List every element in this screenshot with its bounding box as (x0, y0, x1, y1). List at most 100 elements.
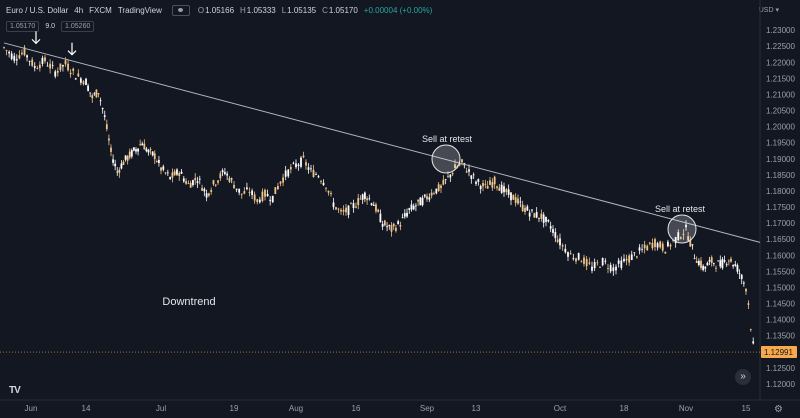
candle-body (646, 245, 649, 251)
candle-body (736, 265, 739, 272)
candle-body (363, 192, 366, 199)
candle-body (258, 199, 261, 203)
candle-body (661, 243, 664, 251)
candle-body (630, 254, 633, 261)
candle-body (108, 138, 110, 141)
sell-price-button[interactable]: 1.05170 (6, 21, 40, 32)
buy-price-button[interactable]: 1.05260 (61, 21, 95, 32)
candle-body (246, 187, 248, 190)
candle-body (194, 178, 197, 181)
candle-body (317, 176, 320, 178)
double-chevron-right-icon[interactable]: » (735, 369, 751, 385)
candle-body (612, 267, 615, 272)
y-tick-label: 1.23000 (766, 26, 795, 35)
candle-body (5, 50, 8, 51)
candle-body (226, 173, 229, 176)
chart-header: Euro / U.S. Dollar 4h FXCM TradingView O… (6, 5, 438, 16)
candle-body (228, 178, 231, 182)
candle-body (256, 199, 259, 203)
candle-body (437, 184, 440, 191)
candle-body (381, 223, 384, 227)
candle-body (284, 170, 287, 177)
candle-body (715, 267, 717, 269)
candle-body (702, 265, 705, 270)
candle-body (74, 78, 77, 80)
x-tick-label: Jul (156, 404, 166, 413)
candle-body (248, 192, 251, 193)
last-price-label: 1.12991 (764, 348, 793, 357)
candle-body (340, 209, 342, 212)
candle-body (302, 155, 305, 158)
candle-body (472, 174, 475, 176)
candle-body (575, 258, 577, 262)
candle-body (335, 207, 337, 210)
candle-body (67, 63, 69, 71)
close-value: 1.05170 (328, 6, 358, 15)
candle-body (38, 64, 41, 69)
y-tick-label: 1.19000 (766, 155, 795, 164)
candle-body (721, 259, 724, 269)
candle-body (470, 175, 473, 180)
candle-body (628, 255, 631, 263)
x-tick-label: 18 (620, 404, 629, 413)
candle-body (203, 188, 206, 192)
order-row: 1.05170 9.0 1.05260 (6, 21, 95, 32)
candle-body (279, 181, 282, 184)
candle-body (223, 171, 226, 175)
candle-body (139, 144, 142, 146)
candle-body (158, 160, 160, 163)
candle-body (69, 72, 72, 75)
currency-dropdown[interactable]: USD (759, 6, 779, 14)
candle-body (458, 163, 461, 166)
candle-body (545, 216, 547, 222)
candle-body (667, 241, 669, 247)
candle-body (401, 217, 404, 219)
candle-body (440, 185, 442, 188)
candle-body (160, 167, 162, 171)
candle-body (588, 262, 591, 264)
candle-body (503, 186, 505, 193)
candle-body (372, 204, 375, 206)
candle-body (238, 188, 241, 193)
candle-body (687, 236, 690, 241)
candle-body (727, 260, 730, 262)
candle-body (176, 169, 178, 175)
candle-body (118, 169, 121, 173)
candle-body (187, 182, 190, 184)
interval-label[interactable]: 4h (74, 6, 84, 15)
y-tick-label: 1.12000 (766, 380, 795, 389)
candle-body (585, 259, 588, 267)
candle-body (120, 163, 123, 169)
candle-body (625, 258, 628, 261)
candle-body (315, 174, 317, 175)
downtrend-line[interactable] (3, 42, 761, 243)
candle-body (217, 180, 219, 183)
candle-body (243, 191, 246, 194)
candle-body (712, 263, 715, 265)
retest-circle (667, 214, 697, 244)
candle-body (305, 162, 307, 166)
change-value: +0.00004 (+0.00%) (363, 6, 433, 15)
symbol-name[interactable]: Euro / U.S. Dollar (6, 6, 69, 15)
candle-body (717, 260, 720, 262)
y-tick-label: 1.21000 (766, 90, 795, 99)
candle-body (685, 224, 687, 228)
eye-icon[interactable] (171, 5, 190, 16)
candle-body (337, 208, 340, 210)
candle-body (116, 171, 119, 173)
candle-body (454, 164, 456, 169)
candle-body (31, 59, 34, 66)
candle-body (289, 166, 292, 170)
candle-body (221, 170, 224, 173)
candle-body (433, 193, 435, 195)
candle-body (147, 150, 150, 153)
gear-icon[interactable]: ⚙ (774, 404, 783, 415)
candle-body (46, 65, 49, 67)
candle-body (496, 186, 498, 188)
candle-body (656, 243, 659, 248)
candle-body (388, 225, 391, 227)
y-tick-label: 1.14500 (766, 300, 795, 309)
candle-body (740, 274, 743, 280)
candle-body (719, 260, 722, 267)
